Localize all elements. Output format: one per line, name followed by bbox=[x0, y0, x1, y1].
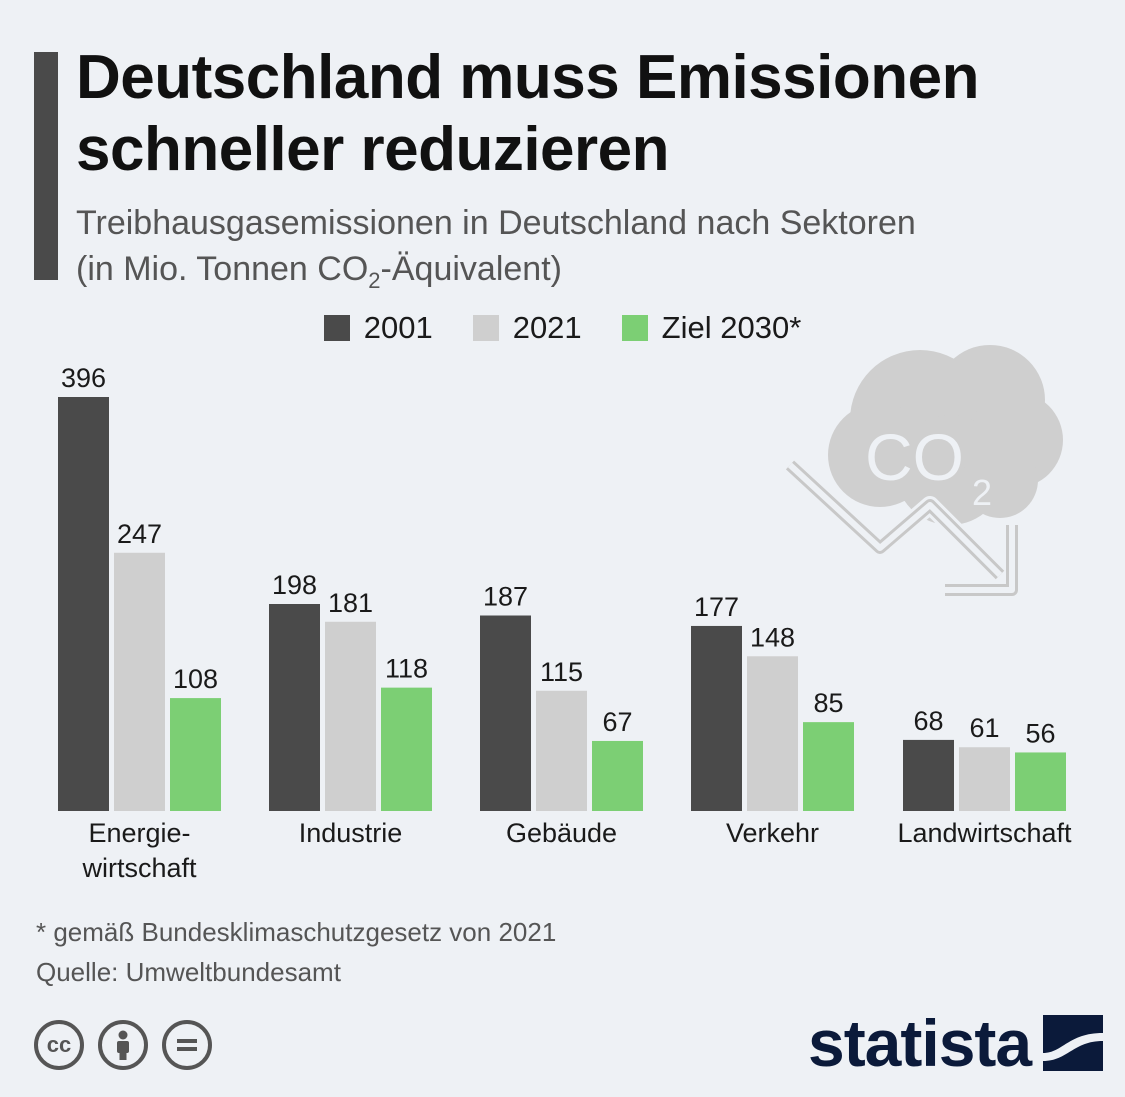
value-label-geb-ude-2021: 115 bbox=[540, 657, 583, 687]
category-label-geb-ude: Gebäude bbox=[506, 818, 617, 848]
bar-energie-wirtschaft-ziel-2030 bbox=[170, 698, 221, 811]
title-line-1: Deutschland muss Emissionen bbox=[76, 43, 979, 112]
footnote-note: * gemäß Bundesklimaschutzgesetz von 2021 bbox=[36, 917, 557, 947]
value-label-verkehr-2021: 148 bbox=[750, 622, 795, 652]
value-label-geb-ude-ziel-2030: 67 bbox=[602, 707, 632, 737]
category-label-energie-wirtschaft-line-2: wirtschaft bbox=[81, 853, 197, 883]
value-label-verkehr-ziel-2030: 85 bbox=[813, 688, 843, 718]
chart-legend: 2001 2021 Ziel 2030* bbox=[0, 310, 1125, 346]
co2-text: CO bbox=[865, 420, 964, 494]
legend-item-2001: 2001 bbox=[323, 310, 433, 346]
chart-subtitle: Treibhausgasemissionen in Deutschland na… bbox=[76, 200, 916, 304]
value-label-verkehr-2001: 177 bbox=[694, 592, 739, 622]
equals-icon[interactable] bbox=[162, 1020, 212, 1070]
footnote: * gemäß Bundesklimaschutzgesetz von 2021… bbox=[36, 912, 556, 992]
subtitle-line-1: Treibhausgasemissionen in Deutschland na… bbox=[76, 204, 916, 242]
bar-geb-ude-2001 bbox=[480, 615, 531, 811]
category-label-industrie: Industrie bbox=[299, 818, 403, 848]
legend-label-2001: 2001 bbox=[363, 310, 433, 345]
bar-chart: CO 2 396 247 108 198 181 118 187 115 67 177 148 85 6… bbox=[58, 345, 1072, 883]
subtitle-line-2: (in Mio. Tonnen CO2-Äquivalent) bbox=[76, 250, 562, 293]
value-label-energie-wirtschaft-ziel-2030: 108 bbox=[173, 664, 218, 694]
category-label-landwirtschaft: Landwirtschaft bbox=[897, 818, 1072, 848]
bar-landwirtschaft-2021 bbox=[959, 747, 1010, 811]
bar-industrie-ziel-2030 bbox=[381, 687, 432, 811]
value-label-geb-ude-2001: 187 bbox=[483, 582, 528, 612]
by-person-icon[interactable] bbox=[98, 1020, 148, 1070]
category-label-verkehr: Verkehr bbox=[726, 818, 819, 848]
bar-landwirtschaft-ziel-2030 bbox=[1015, 752, 1066, 811]
legend-item-2021: 2021 bbox=[472, 310, 582, 346]
title-line-2: schneller reduzieren bbox=[76, 115, 670, 184]
footnote-source: Quelle: Umweltbundesamt bbox=[36, 957, 341, 987]
bar-landwirtschaft-2001 bbox=[903, 739, 954, 811]
statista-logo[interactable]: statista bbox=[808, 1006, 1104, 1080]
legend-swatch-2021 bbox=[472, 315, 499, 341]
bar-energie-wirtschaft-2021 bbox=[114, 552, 165, 811]
value-label-industrie-ziel-2030: 118 bbox=[385, 654, 428, 684]
category-label-energie-wirtschaft-line-1: Energie- bbox=[88, 818, 190, 848]
legend-swatch-ziel-2030 bbox=[621, 315, 648, 341]
value-label-industrie-2021: 181 bbox=[328, 588, 373, 618]
value-label-energie-wirtschaft-2001: 396 bbox=[61, 363, 106, 393]
bar-energie-wirtschaft-2001 bbox=[58, 397, 109, 811]
title-accent-bar bbox=[34, 52, 58, 280]
value-label-landwirtschaft-2021: 61 bbox=[969, 713, 999, 743]
value-label-landwirtschaft-ziel-2030: 56 bbox=[1025, 718, 1055, 748]
legend-label-ziel-2030: Ziel 2030* bbox=[661, 310, 802, 345]
bar-verkehr-2001 bbox=[691, 625, 742, 811]
legend-swatch-2001 bbox=[323, 315, 350, 341]
cc-icon[interactable]: cc bbox=[34, 1020, 84, 1070]
co2-subscript: 2 bbox=[972, 472, 992, 513]
bar-verkehr-2021 bbox=[747, 656, 798, 811]
statista-wordmark: statista bbox=[808, 1006, 1032, 1080]
bar-industrie-2001 bbox=[269, 604, 320, 811]
co2-cloud-down-arrow-icon: CO 2 bbox=[783, 345, 1063, 596]
value-label-industrie-2001: 198 bbox=[272, 570, 317, 600]
value-label-energie-wirtschaft-2021: 247 bbox=[117, 519, 162, 549]
legend-label-2021: 2021 bbox=[512, 310, 582, 345]
bar-verkehr-ziel-2030 bbox=[803, 722, 854, 811]
license-icons: cc bbox=[34, 1020, 212, 1070]
chart-title: Deutschland muss Emissionen schneller re… bbox=[76, 42, 979, 186]
statista-logo-icon bbox=[1043, 1015, 1104, 1071]
bar-geb-ude-2021 bbox=[536, 690, 587, 811]
bar-industrie-2021 bbox=[325, 621, 376, 811]
legend-item-ziel-2030: Ziel 2030* bbox=[621, 310, 802, 346]
value-label-landwirtschaft-2001: 68 bbox=[913, 706, 943, 736]
bar-geb-ude-ziel-2030 bbox=[592, 740, 643, 811]
